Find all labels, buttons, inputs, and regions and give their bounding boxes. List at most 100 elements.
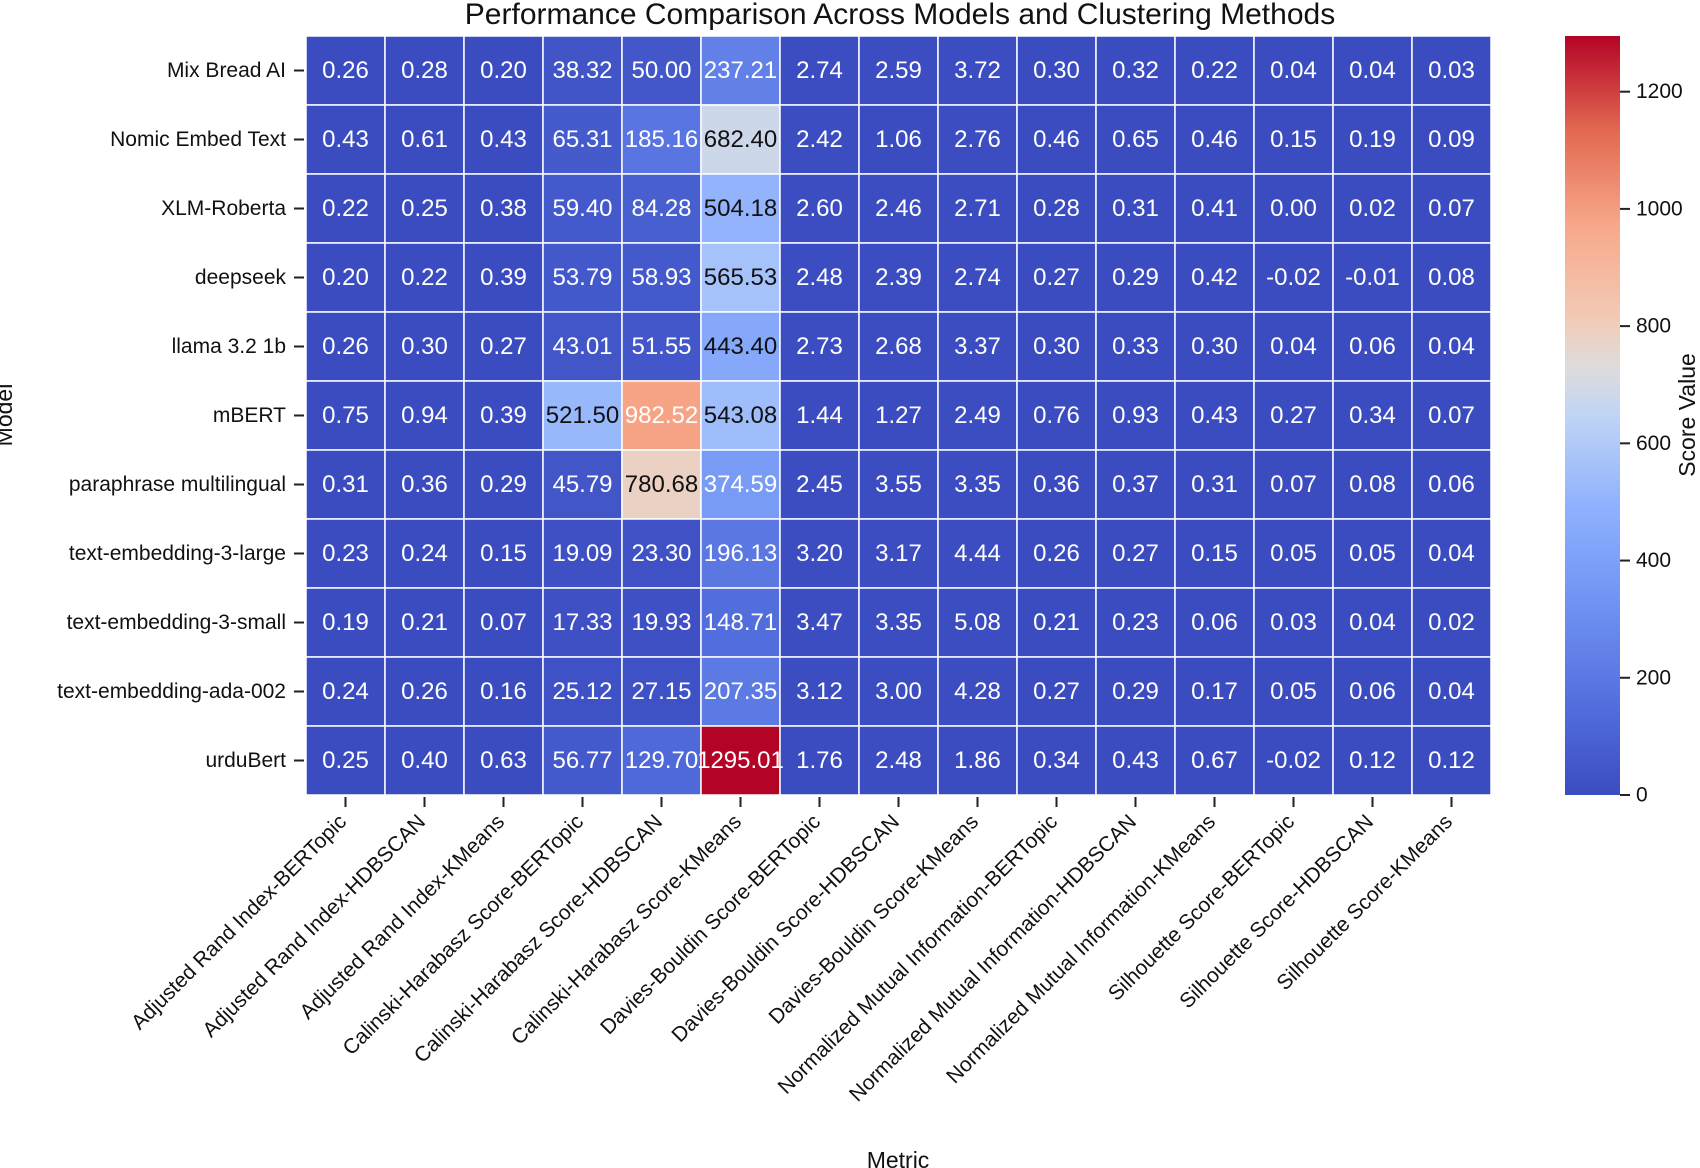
cell-value-label: 0.24 [322, 678, 369, 705]
heatmap-cell [542, 242, 623, 313]
heatmap-cell [1174, 35, 1255, 106]
colorbar-tick-label: 800 [1636, 315, 1671, 338]
cell-value-label: 565.53 [704, 264, 777, 291]
heatmap-cell [858, 380, 939, 451]
colorbar-tick-label: 1000 [1636, 197, 1683, 220]
cell-value-label: 0.26 [401, 678, 448, 705]
cell-value-label: 0.25 [322, 747, 369, 774]
cell-value-label: 3.35 [954, 471, 1001, 498]
x-tick-label: Normalized Mutual Information-HDBSCAN [845, 810, 1141, 1106]
cell-value-label: 0.04 [1349, 609, 1396, 636]
cell-value-label: 0.65 [1112, 126, 1159, 153]
heatmap-cell [621, 242, 702, 313]
heatmap-cell [858, 311, 939, 382]
cell-value-label: 0.30 [1191, 333, 1238, 360]
heatmap-cell [937, 311, 1018, 382]
heatmap-cell [1332, 587, 1413, 658]
cell-value-label: 0.07 [480, 609, 527, 636]
heatmap-cell [384, 35, 465, 106]
cell-value-label: 0.30 [1033, 333, 1080, 360]
colorbar-tick-label: 600 [1636, 432, 1671, 455]
cell-value-label: 0.12 [1428, 747, 1475, 774]
cell-value-label: 0.04 [1349, 57, 1396, 84]
cell-value-label: 0.24 [401, 540, 448, 567]
heatmap-cell [1174, 311, 1255, 382]
heatmap-cell [1253, 656, 1334, 727]
heatmap-cell [1016, 35, 1097, 106]
heatmap-cell-labels: 0.26 0.28 0.20 38.32 50.00 237.21 2.74 2.59 3.72… [322, 57, 1475, 774]
heatmap-cell [384, 242, 465, 313]
heatmap-cell [1411, 656, 1492, 727]
heatmap-cell [779, 311, 860, 382]
cell-value-label: 50.00 [631, 57, 691, 84]
heatmap-cell [305, 35, 386, 106]
heatmap-cell [463, 518, 544, 589]
cell-value-label: 0.06 [1428, 471, 1475, 498]
heatmap-cell [1253, 104, 1334, 175]
cell-value-label: 45.79 [552, 471, 612, 498]
heatmap-cell [463, 587, 544, 658]
heatmap-cell [700, 449, 781, 520]
cell-value-label: 3.72 [954, 57, 1001, 84]
heatmap-cell [463, 104, 544, 175]
heatmap-cell [700, 311, 781, 382]
cell-value-label: 59.40 [552, 195, 612, 222]
cell-value-label: 185.16 [625, 126, 698, 153]
cell-value-label: 0.34 [1033, 747, 1080, 774]
cell-value-label: 0.36 [401, 471, 448, 498]
heatmap-cell [858, 104, 939, 175]
cell-value-label: 2.60 [796, 195, 843, 222]
cell-value-label: 58.93 [631, 264, 691, 291]
heatmap-cell [858, 518, 939, 589]
cell-value-label: 3.35 [875, 609, 922, 636]
x-tick-label: Normalized Mutual Information-KMeans [942, 810, 1220, 1088]
cell-value-label: 0.93 [1112, 402, 1159, 429]
heatmap-cell [1332, 104, 1413, 175]
colorbar-tick-label: 400 [1636, 549, 1671, 572]
colorbar-tick-label: 200 [1636, 666, 1671, 689]
heatmap-cell [463, 656, 544, 727]
heatmap-cell [305, 725, 386, 796]
colorbar-label: Score Value [1674, 353, 1700, 477]
heatmap-cell [700, 380, 781, 451]
heatmap-cell [621, 449, 702, 520]
cell-value-label: 0.20 [322, 264, 369, 291]
colorbar-gradient [1565, 36, 1620, 795]
colorbar-ticks: 0 200 400 600 800 1000 1200 [1620, 80, 1683, 806]
cell-value-label: 0.39 [480, 402, 527, 429]
cell-value-label: 0.21 [1033, 609, 1080, 636]
heatmap-cell [1016, 449, 1097, 520]
cell-value-label: -0.01 [1345, 264, 1400, 291]
heatmap-cell [1411, 173, 1492, 244]
heatmap-cell [463, 725, 544, 796]
cell-value-label: 0.27 [1033, 678, 1080, 705]
heatmap-cell [621, 518, 702, 589]
cell-value-label: 982.52 [625, 402, 698, 429]
heatmap-cell [858, 656, 939, 727]
heatmap-cell [1332, 35, 1413, 106]
heatmap-cell [1095, 725, 1176, 796]
cell-value-label: 0.12 [1349, 747, 1396, 774]
cell-value-label: 0.05 [1270, 540, 1317, 567]
cell-value-label: 0.32 [1112, 57, 1159, 84]
cell-value-label: 780.68 [625, 471, 698, 498]
cell-value-label: 0.04 [1428, 540, 1475, 567]
chart-title: Performance Comparison Across Models and… [465, 0, 1335, 31]
cell-value-label: 0.02 [1428, 609, 1475, 636]
heatmap-cell [1016, 656, 1097, 727]
heatmap-cell [1332, 311, 1413, 382]
cell-value-label: 0.26 [322, 333, 369, 360]
cell-value-label: 1295.01 [697, 747, 784, 774]
cell-value-label: 0.07 [1270, 471, 1317, 498]
heatmap-cell [305, 173, 386, 244]
cell-value-label: 51.55 [631, 333, 691, 360]
heatmap-cell [542, 380, 623, 451]
cell-value-label: 1.44 [796, 402, 843, 429]
cell-value-label: 682.40 [704, 126, 777, 153]
cell-value-label: 38.32 [552, 57, 612, 84]
cell-value-label: 1.06 [875, 126, 922, 153]
cell-value-label: 4.44 [954, 540, 1001, 567]
heatmap-cell [542, 104, 623, 175]
heatmap-cell [1253, 518, 1334, 589]
cell-value-label: 0.27 [1112, 540, 1159, 567]
